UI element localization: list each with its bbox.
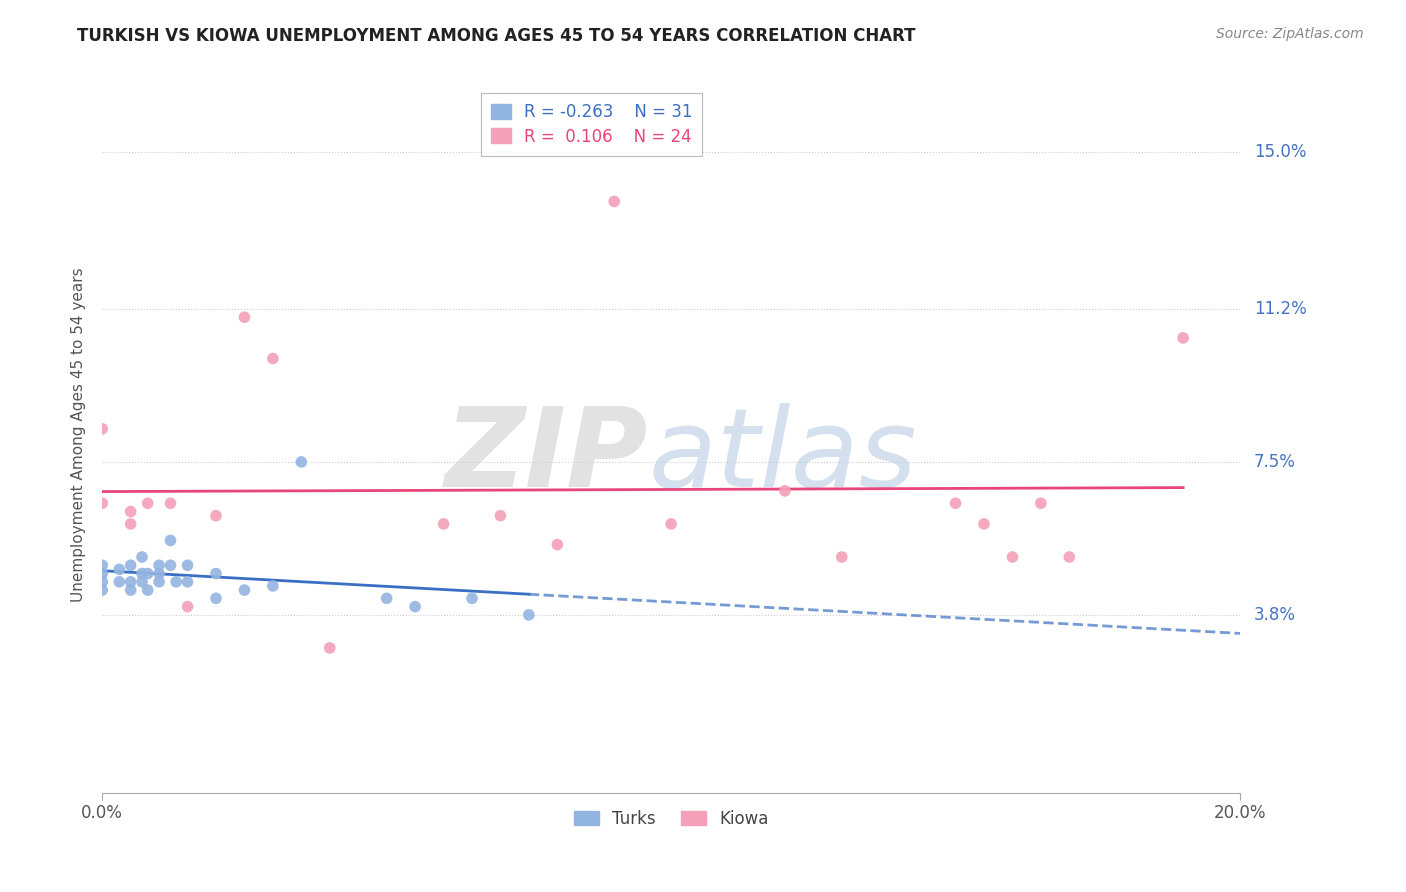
Point (148, 566, 170, 581)
Point (546, 538, 568, 552)
Legend: Turks, Kiowa: Turks, Kiowa (567, 803, 775, 834)
Text: TURKISH VS KIOWA UNEMPLOYMENT AMONG AGES 45 TO 54 YEARS CORRELATION CHART: TURKISH VS KIOWA UNEMPLOYMENT AMONG AGES… (77, 27, 915, 45)
Point (176, 558, 198, 573)
Point (120, 583, 142, 598)
Text: atlas: atlas (648, 403, 917, 510)
Point (120, 558, 142, 573)
Point (517, 607, 540, 622)
Point (91, 496, 114, 510)
Point (131, 574, 153, 589)
Point (136, 496, 159, 510)
Point (108, 574, 131, 589)
Point (91, 422, 114, 436)
Point (120, 516, 142, 531)
Point (120, 504, 142, 518)
Point (461, 591, 484, 606)
Point (290, 455, 312, 469)
Text: 11.2%: 11.2% (1254, 300, 1306, 318)
Point (91, 566, 114, 581)
Point (1001, 549, 1024, 564)
Point (176, 574, 198, 589)
Point (1171, 331, 1194, 345)
Text: ZIP: ZIP (444, 403, 648, 510)
Point (165, 574, 187, 589)
Point (404, 599, 426, 614)
Point (120, 574, 142, 589)
Point (262, 579, 284, 593)
Point (233, 310, 256, 325)
Point (131, 549, 153, 564)
Point (831, 549, 853, 564)
Text: Source: ZipAtlas.com: Source: ZipAtlas.com (1216, 27, 1364, 41)
Y-axis label: Unemployment Among Ages 45 to 54 years: Unemployment Among Ages 45 to 54 years (72, 268, 86, 602)
Point (1059, 549, 1081, 564)
Point (375, 591, 398, 606)
Point (319, 640, 342, 655)
Point (205, 591, 228, 606)
Point (1029, 496, 1052, 510)
Point (131, 566, 153, 581)
Point (262, 351, 284, 366)
Point (91, 583, 114, 598)
Point (159, 496, 181, 510)
Point (205, 566, 228, 581)
Point (176, 599, 198, 614)
Point (205, 508, 228, 523)
Point (432, 516, 454, 531)
Point (91, 558, 114, 573)
Point (773, 483, 796, 498)
Point (108, 562, 131, 576)
Point (603, 194, 626, 209)
Point (973, 516, 995, 531)
Point (489, 508, 512, 523)
Point (945, 496, 967, 510)
Point (148, 574, 170, 589)
Point (136, 566, 159, 581)
Point (136, 583, 159, 598)
Point (159, 558, 181, 573)
Point (659, 516, 682, 531)
Text: 15.0%: 15.0% (1254, 143, 1306, 161)
Point (148, 558, 170, 573)
Text: 3.8%: 3.8% (1254, 606, 1296, 624)
Point (233, 583, 256, 598)
Point (91, 574, 114, 589)
Text: 7.5%: 7.5% (1254, 453, 1296, 471)
Point (159, 533, 181, 548)
